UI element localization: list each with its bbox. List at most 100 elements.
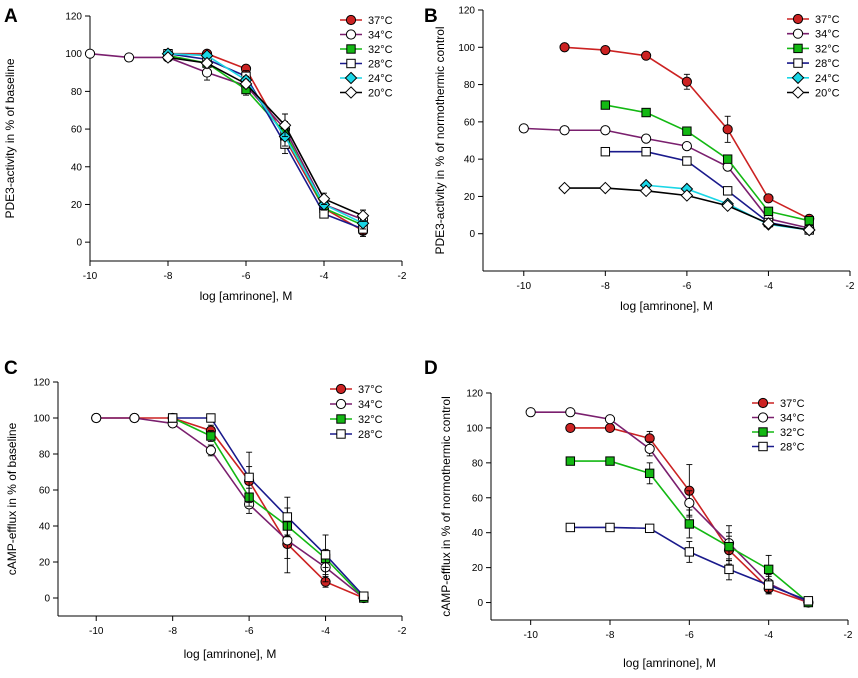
y-tick-label: 80 [464, 80, 476, 91]
y-tick-label: 120 [458, 6, 475, 17]
series-line [96, 417, 365, 599]
data-point [320, 550, 331, 560]
legend-marker [758, 441, 768, 452]
data-point [605, 456, 615, 466]
data-point [359, 591, 369, 601]
y-tick-label: 60 [39, 486, 51, 497]
y-tick-label: 0 [44, 594, 50, 605]
data-point [644, 468, 655, 479]
series-37c [559, 42, 815, 224]
y-axis-label: PDE3-activity in % of normothermic contr… [433, 26, 447, 254]
data-point [356, 209, 370, 223]
y-tick-label: 120 [65, 12, 82, 23]
data-point [641, 146, 651, 157]
y-tick-label: 0 [76, 238, 82, 249]
y-tick-label: 20 [39, 558, 51, 569]
series-20c [558, 181, 816, 237]
legend-label: 34°C [815, 29, 840, 41]
data-point [206, 413, 216, 423]
legend-label: 34°C [368, 30, 393, 42]
data-point [600, 146, 611, 157]
y-tick-label: 80 [71, 87, 83, 98]
data-point [763, 580, 774, 590]
data-point [604, 414, 616, 425]
data-point [644, 523, 655, 534]
series-line [172, 417, 365, 599]
data-point [605, 522, 615, 533]
data-point [682, 156, 692, 166]
legend-label: 28°C [815, 58, 840, 70]
y-tick-label: 80 [39, 450, 51, 461]
data-point [681, 76, 692, 87]
data-point [91, 412, 102, 424]
legend-marker [346, 44, 356, 54]
panel-letter: C [4, 358, 18, 379]
y-tick-label: 40 [472, 528, 484, 539]
y-tick-label: 100 [65, 49, 82, 60]
series-line [96, 417, 365, 599]
legend-label: 32°C [358, 414, 383, 426]
data-point [565, 422, 576, 434]
y-tick-label: 120 [33, 378, 50, 389]
legend-label: 34°C [358, 399, 383, 411]
data-point [205, 445, 216, 456]
x-tick-label: -2 [398, 271, 407, 282]
x-tick-label: -2 [398, 626, 407, 637]
legend: 37°C 34°C 32°C 28°C 24°C 20°C [787, 13, 840, 100]
y-tick-label: 60 [71, 125, 83, 136]
data-point [600, 100, 611, 110]
data-point [722, 124, 733, 135]
data-point [600, 125, 611, 136]
legend-label: 37°C [815, 14, 840, 26]
data-point [600, 44, 611, 56]
x-tick-label: -4 [764, 281, 773, 292]
y-tick-label: 60 [464, 117, 476, 128]
legend-marker [336, 414, 346, 424]
x-axis-label: log [amrinone], M [184, 647, 277, 661]
x-tick-label: -8 [164, 271, 173, 282]
x-axis-label: log [amrinone], M [620, 299, 713, 313]
data-point [565, 407, 576, 418]
legend-marker [757, 412, 769, 423]
data-point [763, 193, 774, 204]
series-24c [161, 47, 370, 230]
data-point [206, 431, 216, 441]
series-line [523, 127, 810, 229]
x-tick-label: -4 [320, 271, 329, 282]
y-tick-label: 0 [469, 229, 475, 240]
panel-b: B 0 20 40 60 80 100 120 -10 -8 -6 -4 -2 log [amrinone… [424, 6, 855, 314]
data-point [356, 217, 370, 230]
data-point [525, 407, 536, 418]
series-line [172, 417, 365, 597]
y-tick-label: 100 [458, 43, 475, 54]
legend-label: 20°C [815, 88, 840, 100]
y-tick-label: 20 [71, 200, 83, 211]
data-point [599, 181, 612, 195]
data-point [641, 107, 651, 118]
data-point [684, 497, 695, 509]
legend-marker [792, 13, 804, 25]
y-tick-label: 20 [472, 563, 484, 574]
data-point [680, 189, 694, 202]
x-tick-label: -10 [517, 281, 532, 292]
x-tick-label: -8 [601, 281, 610, 292]
x-tick-label: -10 [83, 271, 98, 282]
data-point [641, 133, 652, 144]
data-point [559, 125, 570, 136]
legend-label: 32°C [780, 427, 805, 439]
legend-marker [344, 71, 358, 85]
data-point [129, 412, 140, 424]
panel-c: C 0 20 40 60 80 100 120 -10 -8 -6 -4 -2 log [amrinone… [4, 358, 407, 661]
series-line [605, 104, 810, 222]
series-28c [163, 48, 368, 236]
legend-label: 34°C [780, 413, 805, 425]
data-point [724, 541, 734, 552]
series-line [167, 56, 364, 217]
panel-letter: D [424, 358, 438, 379]
series-line [168, 52, 364, 232]
legend-marker [345, 14, 357, 26]
legend-label: 28°C [780, 442, 805, 454]
data-point [558, 181, 571, 195]
data-point [682, 126, 692, 136]
data-point [804, 215, 814, 226]
